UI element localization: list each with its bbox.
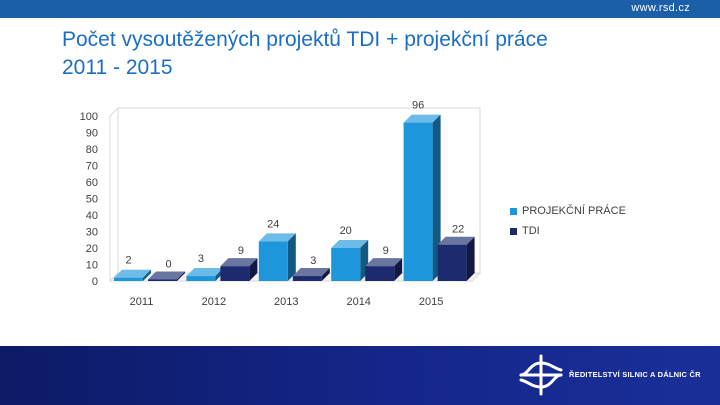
bar-top-tdi-2012 — [220, 258, 258, 267]
data-label: 24 — [267, 218, 279, 230]
x-tick-label: 2012 — [202, 296, 226, 308]
top-bar: www.rsd.cz — [0, 0, 720, 18]
bar-side-tdi-2012 — [249, 258, 258, 281]
y-tick-label: 10 — [86, 260, 98, 272]
legend-swatch-projekcni — [510, 207, 517, 215]
bar-top-tdi-2013 — [292, 268, 330, 277]
legend-item-tdi: TDI — [510, 221, 626, 241]
bar-top-projekční-práce-2013 — [258, 233, 296, 242]
bar-top-tdi-2011 — [148, 271, 185, 280]
data-label: 9 — [238, 245, 244, 257]
slide-title: Počet vysoutěžených projektů TDI + proje… — [62, 26, 702, 82]
bar-top-projekční-práce-2011 — [114, 269, 151, 278]
bar-side-tdi-2013 — [321, 268, 330, 281]
bar-tdi-2014 — [365, 266, 395, 281]
bar-top-tdi-2014 — [365, 258, 403, 267]
data-label: 20 — [340, 225, 352, 237]
y-tick-label: 90 — [86, 128, 98, 140]
bar-projekční-práce-2014 — [331, 248, 361, 281]
chart-legend: PROJEKČNÍ PRÁCE TDI — [510, 201, 626, 241]
data-label: 96 — [412, 100, 424, 112]
data-label: 0 — [165, 259, 171, 271]
rsd-logo-icon — [519, 354, 563, 396]
chart-side-wall — [109, 106, 119, 283]
bar-side-tdi-2015 — [466, 236, 475, 281]
bar-projekční-práce-2012 — [186, 276, 216, 281]
footer-bar: ŘEDITELSTVÍ SILNIC A DÁLNIC ČR — [0, 346, 720, 405]
data-label: 9 — [383, 245, 389, 257]
y-tick-label: 50 — [86, 194, 98, 206]
bar-tdi-2011 — [148, 279, 177, 281]
legend-item-projekcni: PROJEKČNÍ PRÁCE — [510, 201, 626, 221]
legend-label-projekcni: PROJEKČNÍ PRÁCE — [522, 205, 626, 217]
y-tick-label: 20 — [86, 243, 98, 255]
data-label: 3 — [310, 255, 316, 267]
bar-top-projekční-práce-2015 — [403, 114, 441, 123]
bar-projekční-práce-2015 — [403, 122, 433, 281]
bar-side-tdi-2011 — [177, 271, 185, 281]
bar-tdi-2013 — [292, 276, 322, 281]
y-tick-label: 30 — [86, 227, 98, 239]
x-tick-label: 2011 — [130, 296, 154, 308]
bar-top-projekční-práce-2014 — [331, 240, 369, 248]
y-tick-label: 80 — [86, 144, 98, 156]
data-label: 22 — [452, 224, 464, 236]
data-label: 3 — [198, 253, 204, 265]
bar-side-projekční-práce-2011 — [143, 269, 151, 281]
y-tick-label: 60 — [86, 177, 98, 189]
bar-projekční-práce-2011 — [114, 277, 143, 281]
x-tick-label: 2014 — [346, 296, 370, 308]
legend-label-tdi: TDI — [522, 225, 540, 237]
bar-top-projekční-práce-2012 — [186, 268, 224, 277]
data-label: 2 — [125, 255, 131, 267]
title-line-2: 2011 - 2015 — [62, 56, 173, 79]
logo-text: ŘEDITELSTVÍ SILNIC A DÁLNIC ČR — [569, 370, 701, 379]
y-tick-label: 70 — [86, 161, 98, 173]
bar-tdi-2012 — [220, 266, 250, 281]
y-tick-label: 0 — [92, 276, 98, 288]
bar-side-projekční-práce-2015 — [432, 114, 441, 281]
bar-top-tdi-2015 — [437, 236, 475, 245]
x-tick-label: 2013 — [274, 296, 298, 308]
bar-tdi-2015 — [437, 244, 467, 281]
y-tick-label: 40 — [86, 210, 98, 222]
bar-projekční-práce-2013 — [258, 241, 288, 281]
bar-side-tdi-2014 — [394, 258, 403, 281]
title-line-1: Počet vysoutěžených projektů TDI + proje… — [62, 28, 548, 51]
legend-swatch-tdi — [510, 227, 517, 235]
x-tick-label: 2015 — [419, 296, 443, 308]
website-url: www.rsd.cz — [631, 2, 690, 14]
y-tick-label: 100 — [80, 111, 98, 123]
bar-side-projekční-práce-2013 — [287, 233, 296, 281]
